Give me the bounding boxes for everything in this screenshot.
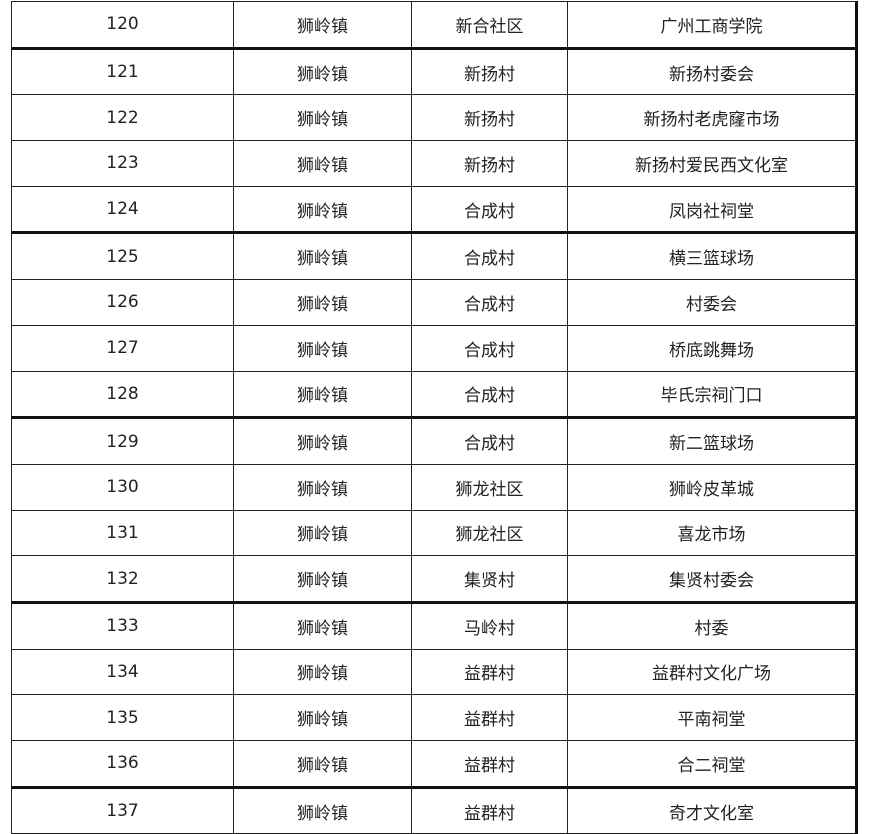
location-cell: 平南祠堂 (567, 694, 858, 741)
table-row: 121 狮岭镇 新扬村 新扬村委会 (11, 47, 858, 96)
table-row: 135 狮岭镇 益群村 平南祠堂 (11, 694, 858, 741)
location-cell: 益群村文化广场 (567, 648, 858, 696)
town-cell: 狮岭镇 (233, 185, 412, 235)
town-cell: 狮岭镇 (233, 232, 412, 281)
table-row: 127 狮岭镇 合成村 桥底跳舞场 (11, 324, 858, 372)
row-number-cell: 131 (11, 509, 234, 557)
row-number-cell: 128 (11, 370, 234, 420)
location-cell: 狮岭皮革城 (567, 463, 858, 511)
location-cell: 桥底跳舞场 (567, 324, 858, 372)
location-cell: 毕氏宗祠门口 (567, 370, 858, 420)
town-cell: 狮岭镇 (233, 94, 412, 142)
village-cell: 集贤村 (411, 555, 568, 604)
town-cell: 狮岭镇 (233, 47, 412, 96)
town-cell: 狮岭镇 (233, 324, 412, 372)
village-cell: 合成村 (411, 279, 568, 326)
location-cell: 新二篮球场 (567, 417, 858, 465)
village-cell: 狮龙社区 (411, 509, 568, 557)
village-cell: 合成村 (411, 370, 568, 420)
location-cell: 新扬村老虎窿市场 (567, 94, 858, 142)
town-cell: 狮岭镇 (233, 555, 412, 604)
village-cell: 益群村 (411, 740, 568, 789)
table-row: 126 狮岭镇 合成村 村委会 (11, 279, 858, 326)
village-cell: 合成村 (411, 185, 568, 235)
village-cell: 马岭村 (411, 601, 568, 650)
location-cell: 村委 (567, 601, 858, 650)
village-cell: 合成村 (411, 324, 568, 372)
location-cell: 合二祠堂 (567, 740, 858, 789)
table-row: 122 狮岭镇 新扬村 新扬村老虎窿市场 (11, 94, 858, 142)
town-cell: 狮岭镇 (233, 140, 412, 187)
town-cell: 狮岭镇 (233, 1, 412, 50)
location-cell: 横三篮球场 (567, 232, 858, 281)
town-cell: 狮岭镇 (233, 601, 412, 650)
table-row: 129 狮岭镇 合成村 新二篮球场 (11, 417, 858, 465)
row-number-cell: 123 (11, 140, 234, 187)
row-number-cell: 130 (11, 463, 234, 511)
location-cell: 奇才文化室 (567, 786, 858, 834)
row-number-cell: 121 (11, 47, 234, 96)
village-cell: 合成村 (411, 417, 568, 465)
village-cell: 新扬村 (411, 47, 568, 96)
village-cell: 新扬村 (411, 140, 568, 187)
town-cell: 狮岭镇 (233, 694, 412, 741)
row-number-cell: 122 (11, 94, 234, 142)
row-number-cell: 120 (11, 1, 234, 50)
table-row: 123 狮岭镇 新扬村 新扬村爱民西文化室 (11, 140, 858, 187)
table-row: 131 狮岭镇 狮龙社区 喜龙市场 (11, 509, 858, 557)
table-row: 128 狮岭镇 合成村 毕氏宗祠门口 (11, 370, 858, 420)
table-row: 136 狮岭镇 益群村 合二祠堂 (11, 740, 858, 789)
table-row: 137 狮岭镇 益群村 奇才文化室 (11, 786, 858, 834)
table-row: 130 狮岭镇 狮龙社区 狮岭皮革城 (11, 463, 858, 511)
row-number-cell: 134 (11, 648, 234, 696)
row-number-cell: 127 (11, 324, 234, 372)
row-number-cell: 126 (11, 279, 234, 326)
village-cell: 益群村 (411, 694, 568, 741)
town-cell: 狮岭镇 (233, 509, 412, 557)
table-row: 133 狮岭镇 马岭村 村委 (11, 601, 858, 650)
town-cell: 狮岭镇 (233, 417, 412, 465)
village-cell: 益群村 (411, 648, 568, 696)
location-cell: 集贤村委会 (567, 555, 858, 604)
table-row: 132 狮岭镇 集贤村 集贤村委会 (11, 555, 858, 604)
village-cell: 狮龙社区 (411, 463, 568, 511)
town-cell: 狮岭镇 (233, 740, 412, 789)
village-cell: 新扬村 (411, 94, 568, 142)
row-number-cell: 132 (11, 555, 234, 604)
town-cell: 狮岭镇 (233, 370, 412, 420)
row-number-cell: 136 (11, 740, 234, 789)
table-row: 124 狮岭镇 合成村 凤岗社祠堂 (11, 185, 858, 235)
location-cell: 凤岗社祠堂 (567, 185, 858, 235)
table-row: 134 狮岭镇 益群村 益群村文化广场 (11, 648, 858, 696)
location-cell: 新扬村委会 (567, 47, 858, 96)
location-cell: 广州工商学院 (567, 1, 858, 50)
town-cell: 狮岭镇 (233, 786, 412, 834)
village-cell: 合成村 (411, 232, 568, 281)
town-cell: 狮岭镇 (233, 648, 412, 696)
table-row: 120 狮岭镇 新合社区 广州工商学院 (11, 1, 858, 50)
row-number-cell: 124 (11, 185, 234, 235)
town-cell: 狮岭镇 (233, 279, 412, 326)
row-number-cell: 135 (11, 694, 234, 741)
row-number-cell: 125 (11, 232, 234, 281)
location-cell: 喜龙市场 (567, 509, 858, 557)
town-cell: 狮岭镇 (233, 463, 412, 511)
row-number-cell: 133 (11, 601, 234, 650)
location-cell: 村委会 (567, 279, 858, 326)
village-cell: 益群村 (411, 786, 568, 834)
table-row: 125 狮岭镇 合成村 横三篮球场 (11, 232, 858, 281)
data-table: 120 狮岭镇 新合社区 广州工商学院 121 狮岭镇 新扬村 新扬村委会 122 狮岭镇 新扬村新… (11, 1, 858, 834)
location-cell: 新扬村爱民西文化室 (567, 140, 858, 187)
village-cell: 新合社区 (411, 1, 568, 50)
row-number-cell: 129 (11, 417, 234, 465)
row-number-cell: 137 (11, 786, 234, 834)
